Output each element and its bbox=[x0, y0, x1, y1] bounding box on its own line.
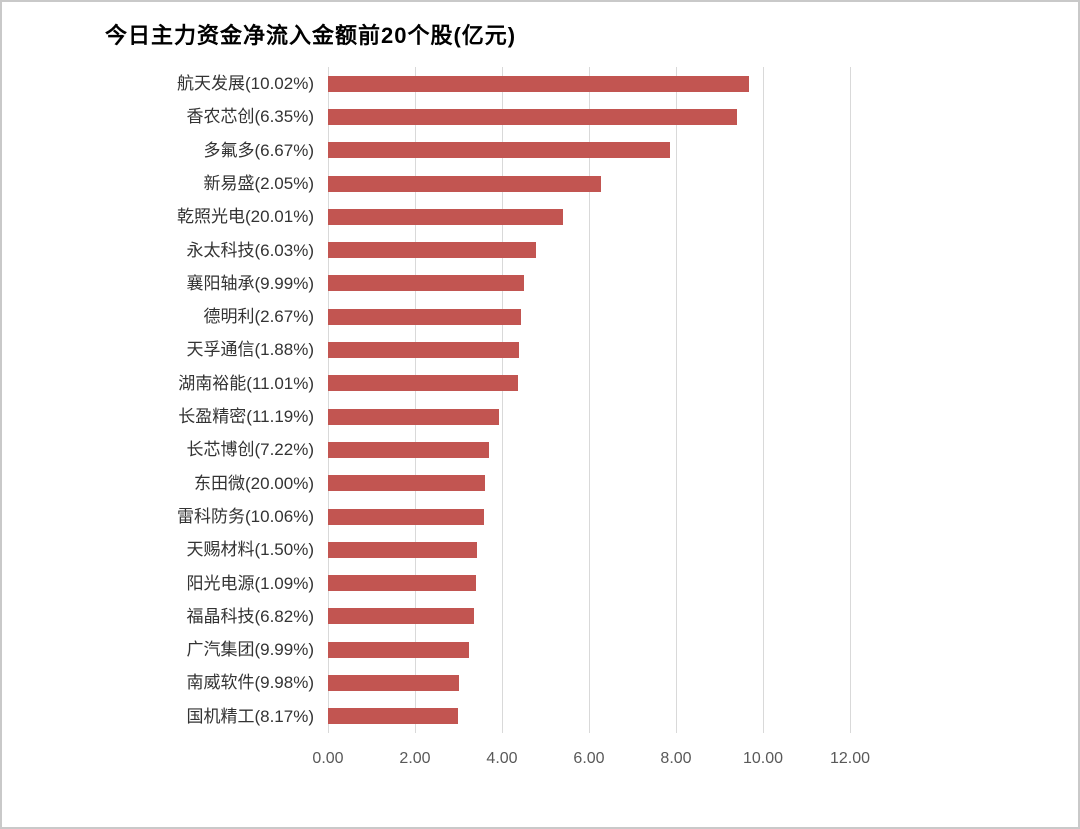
bar-9 bbox=[328, 342, 519, 359]
gridline bbox=[502, 67, 503, 733]
bar-11 bbox=[328, 408, 499, 425]
x-tick-label: 2.00 bbox=[399, 750, 431, 767]
category-label: 香农芯创(6.35%) bbox=[186, 107, 314, 127]
plot-area bbox=[328, 67, 851, 733]
bar-2 bbox=[328, 108, 737, 125]
x-tick-label: 8.00 bbox=[660, 750, 692, 767]
category-label: 国机精工(8.17%) bbox=[186, 706, 314, 726]
category-label: 福晶科技(6.82%) bbox=[186, 606, 314, 626]
category-label: 东田微(20.00%) bbox=[194, 473, 314, 493]
bar-8 bbox=[328, 308, 521, 325]
x-tick-label: 12.00 bbox=[829, 750, 871, 767]
category-label: 广汽集团(9.99%) bbox=[186, 640, 314, 660]
category-label: 航天发展(10.02%) bbox=[177, 74, 314, 93]
bar-16 bbox=[328, 575, 476, 592]
category-label: 新易盛(2.05%) bbox=[203, 173, 314, 193]
category-label: 长盈精密(11.19%) bbox=[178, 407, 314, 426]
x-tick-label: 0.00 bbox=[312, 750, 344, 767]
x-tick-label: 4.00 bbox=[486, 750, 518, 767]
bar-17 bbox=[328, 608, 475, 625]
bar-7 bbox=[328, 275, 524, 292]
category-label: 南威软件(9.98%) bbox=[186, 673, 314, 693]
x-tick-label: 6.00 bbox=[573, 750, 605, 767]
bar-15 bbox=[328, 541, 478, 558]
bar-13 bbox=[328, 475, 486, 492]
category-label: 乾照光电(20.01%) bbox=[177, 207, 314, 227]
gridline bbox=[850, 67, 851, 733]
category-label: 阳光电源(1.09%) bbox=[186, 573, 314, 593]
category-label: 雷科防务(10.06%) bbox=[177, 506, 314, 526]
bar-5 bbox=[328, 208, 563, 225]
gridline bbox=[589, 67, 590, 733]
category-label: 长芯博创(7.22%) bbox=[186, 440, 314, 460]
bar-4 bbox=[328, 175, 601, 192]
gridline bbox=[328, 67, 329, 733]
bar-1 bbox=[328, 75, 750, 92]
category-label: 德明利(2.67%) bbox=[203, 307, 314, 327]
x-axis: 0.00 2.00 4.00 6.00 8.00 10.00 12.00 bbox=[2, 750, 1080, 780]
category-label: 天孚通信(1.88%) bbox=[186, 340, 314, 360]
category-label: 襄阳轴承(9.99%) bbox=[186, 273, 314, 293]
bar-12 bbox=[328, 441, 489, 458]
category-label: 多氟多(6.67%) bbox=[203, 140, 314, 160]
gridline bbox=[676, 67, 677, 733]
gridline bbox=[763, 67, 764, 733]
bar-19 bbox=[328, 675, 459, 692]
x-tick-label: 10.00 bbox=[742, 750, 784, 767]
category-label: 天赐材料(1.50%) bbox=[186, 540, 314, 560]
bar-10 bbox=[328, 375, 519, 392]
bar-3 bbox=[328, 142, 670, 159]
category-label: 湖南裕能(11.01%) bbox=[178, 373, 314, 393]
category-label: 永太科技(6.03%) bbox=[186, 240, 314, 260]
chart-title: 今日主力资金净流入金额前20个股(亿元) bbox=[105, 23, 517, 48]
gridline bbox=[415, 67, 416, 733]
bar-14 bbox=[328, 508, 484, 525]
bar-18 bbox=[328, 641, 469, 658]
category-axis: 航天发展(10.02%) 香农芯创(6.35%) 多氟多(6.67%) 新易盛(2.0… bbox=[2, 67, 314, 733]
bar-6 bbox=[328, 242, 537, 259]
bar-20 bbox=[328, 708, 458, 725]
